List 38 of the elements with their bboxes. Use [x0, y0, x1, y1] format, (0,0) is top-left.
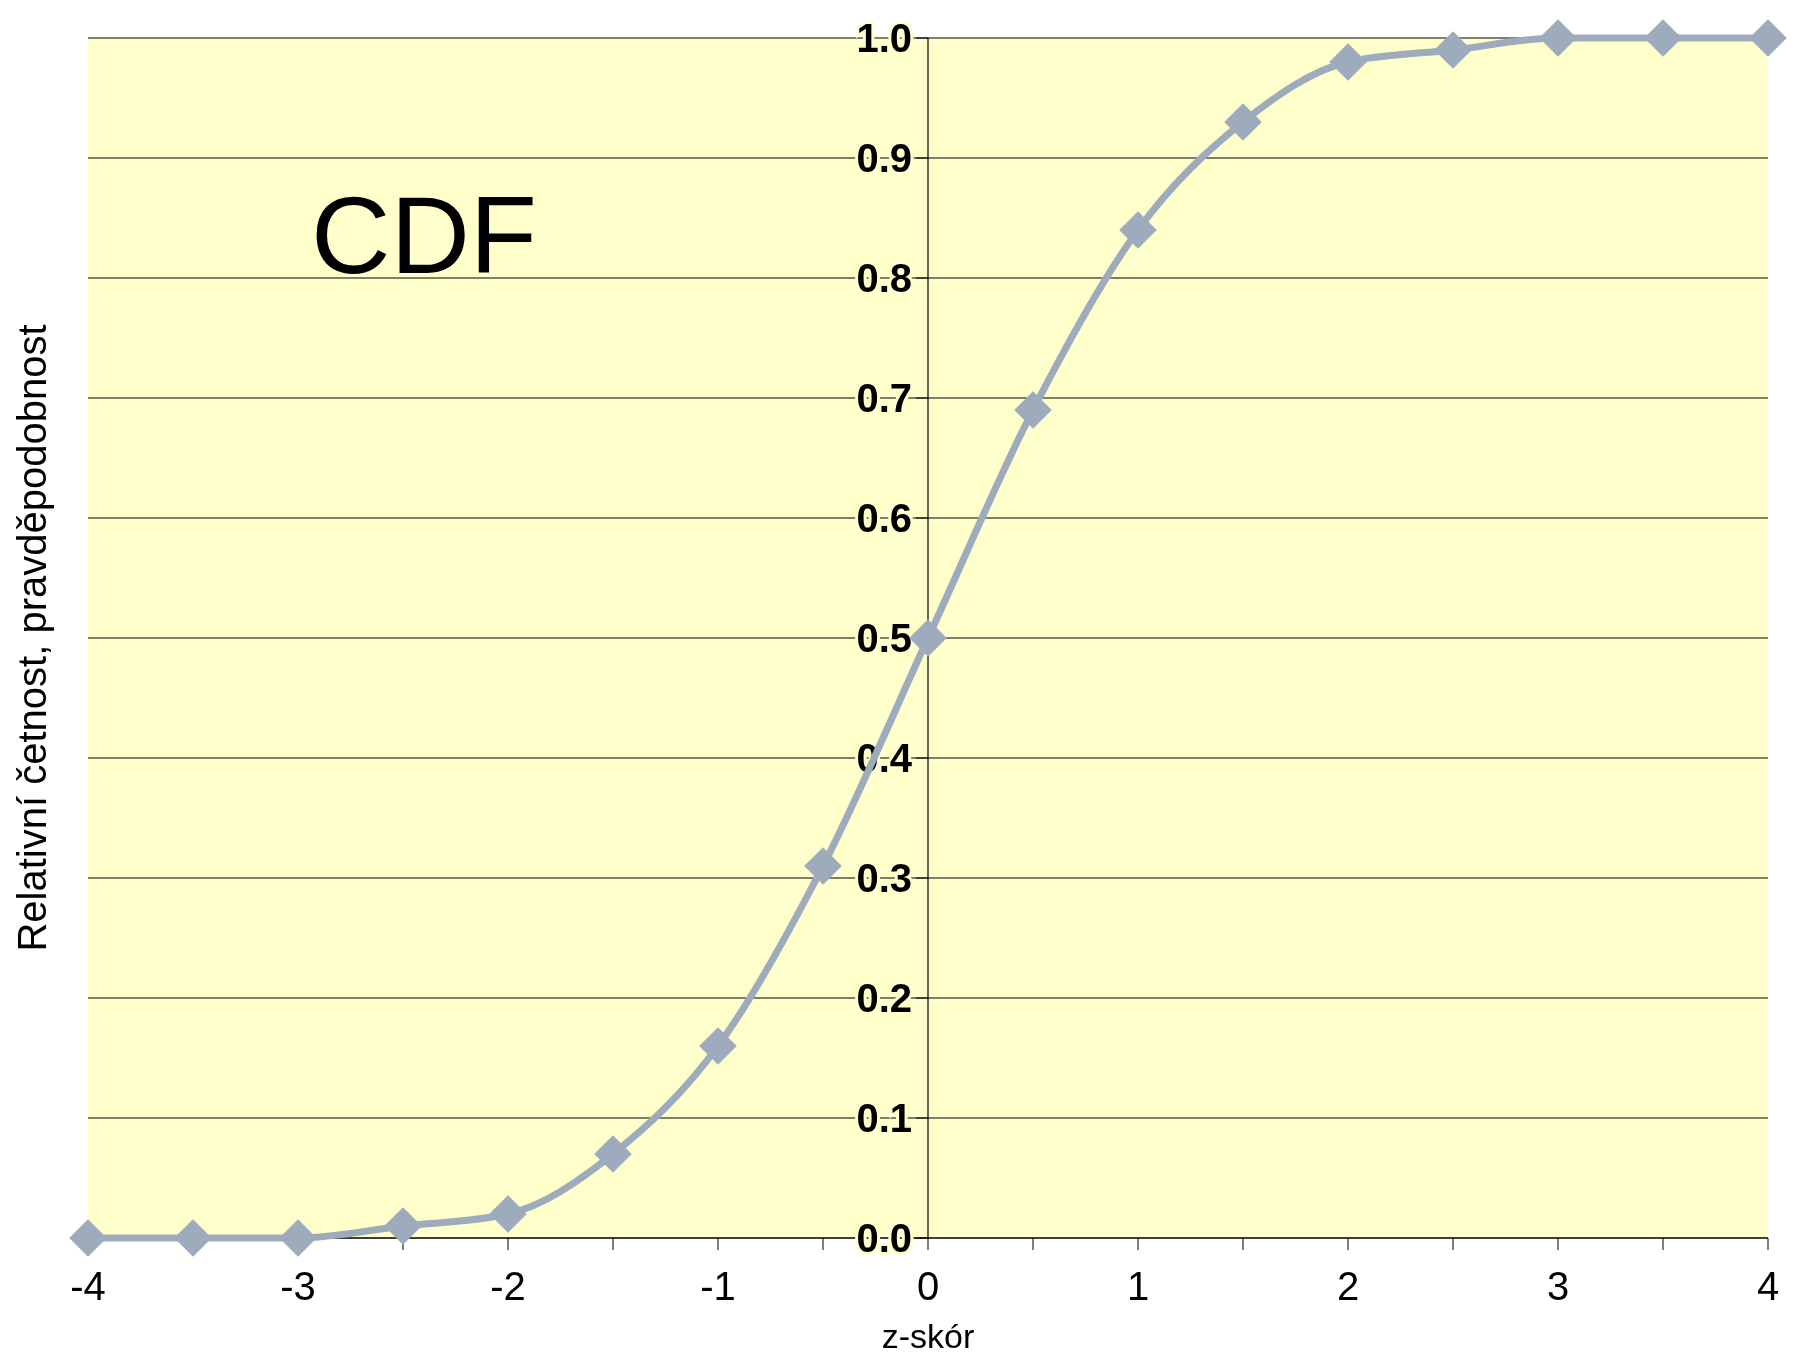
x-tick-label: 2 — [1336, 1264, 1360, 1308]
point — [384, 1207, 422, 1245]
point — [804, 847, 842, 885]
point — [1329, 43, 1367, 81]
y-tick-label: 0.3 — [856, 856, 912, 900]
point — [1434, 31, 1472, 69]
point — [909, 619, 947, 657]
x-tick-label: -4 — [70, 1264, 106, 1308]
point — [594, 1135, 632, 1173]
point — [1749, 19, 1787, 57]
y-tick-label: 0.9 — [856, 136, 912, 180]
y-tick-label: 0.6 — [856, 496, 912, 540]
point — [1224, 103, 1262, 141]
y-tick-label: 0.2 — [856, 976, 912, 1020]
point — [1119, 211, 1157, 249]
y-tick-label: 0.7 — [856, 376, 912, 420]
x-tick-label: -2 — [490, 1264, 526, 1308]
point — [1644, 19, 1682, 57]
x-tick-label: 4 — [1756, 1264, 1780, 1308]
x-tick-label: 3 — [1546, 1264, 1570, 1308]
x-tick-label: 0 — [916, 1264, 940, 1308]
y-tick-label: 0.5 — [856, 616, 912, 660]
point — [174, 1219, 212, 1257]
point — [489, 1195, 527, 1233]
point — [69, 1219, 107, 1257]
y-axis-title: Relativní četnost, pravděpodobnost — [10, 324, 54, 952]
x-tick-label: -1 — [700, 1264, 736, 1308]
y-tick-label: 1.0 — [856, 16, 912, 60]
point — [1539, 19, 1577, 57]
x-tick-label: 1 — [1126, 1264, 1150, 1308]
point — [279, 1219, 317, 1257]
y-tick-label: 0.1 — [856, 1096, 912, 1140]
x-tick-label: -3 — [280, 1264, 316, 1308]
x-axis-title: z-skór — [881, 1317, 975, 1355]
point — [699, 1027, 737, 1065]
text: CDF — [310, 173, 538, 296]
y-tick-label: 0.8 — [856, 256, 912, 300]
point — [1014, 391, 1052, 429]
